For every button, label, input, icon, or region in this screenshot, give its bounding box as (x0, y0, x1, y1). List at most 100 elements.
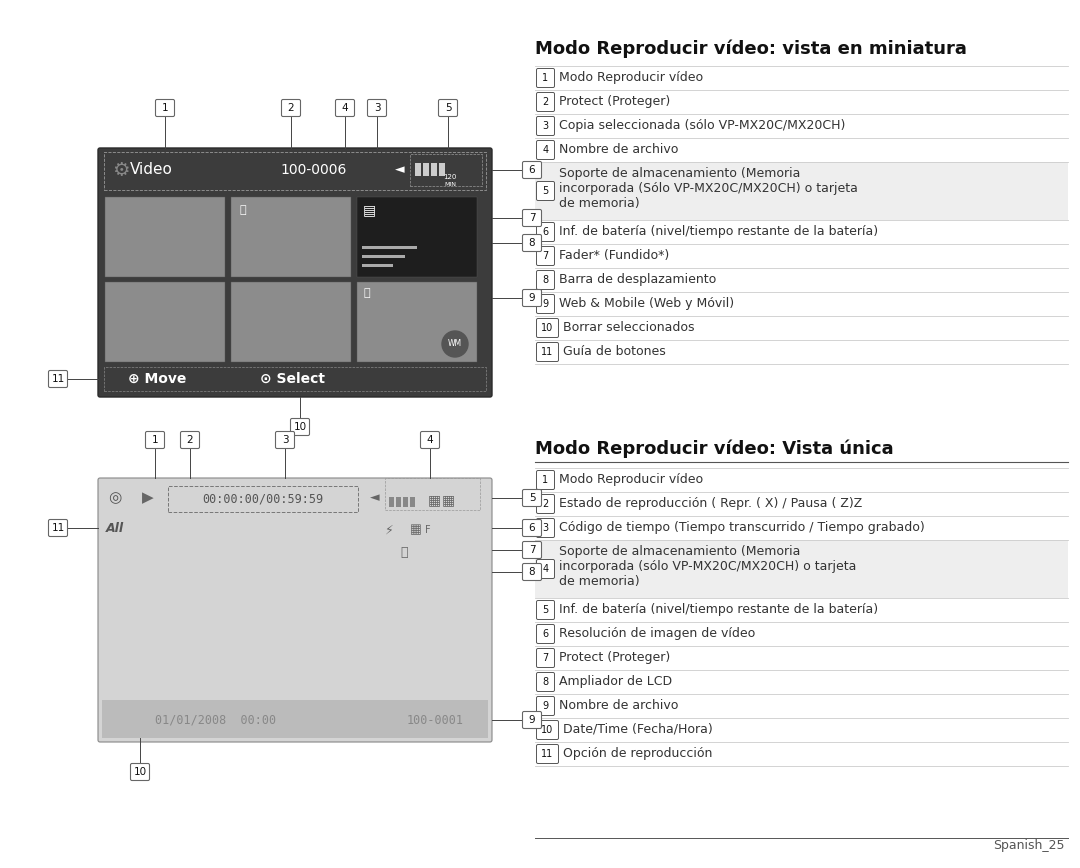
FancyBboxPatch shape (420, 431, 440, 449)
FancyBboxPatch shape (98, 148, 492, 397)
FancyBboxPatch shape (523, 563, 541, 581)
Text: 6: 6 (529, 165, 536, 175)
FancyBboxPatch shape (523, 161, 541, 179)
Text: Video: Video (130, 162, 173, 177)
Text: Web & Mobile (Web y Móvil): Web & Mobile (Web y Móvil) (559, 297, 734, 310)
Text: 5: 5 (542, 186, 549, 196)
Text: 00:00:00/00:59:59: 00:00:00/00:59:59 (202, 492, 324, 505)
FancyBboxPatch shape (537, 470, 554, 490)
Text: 5: 5 (529, 493, 536, 503)
Text: 11: 11 (52, 523, 65, 533)
FancyBboxPatch shape (537, 495, 554, 514)
FancyBboxPatch shape (523, 290, 541, 306)
Text: Guía de botones: Guía de botones (563, 345, 665, 358)
Text: ⊙ Select: ⊙ Select (260, 372, 325, 386)
Text: F: F (426, 525, 431, 535)
Text: Inf. de batería (nivel/tiempo restante de la batería): Inf. de batería (nivel/tiempo restante d… (559, 225, 878, 238)
FancyBboxPatch shape (537, 294, 554, 313)
Text: 11: 11 (541, 347, 554, 357)
FancyBboxPatch shape (537, 222, 554, 241)
Text: 8: 8 (542, 275, 549, 285)
Text: Modo Reproducir vídeo: Modo Reproducir vídeo (559, 71, 703, 84)
Text: 9: 9 (529, 293, 536, 303)
Text: 9: 9 (542, 299, 549, 309)
Text: Inf. de batería (nivel/tiempo restante de la batería): Inf. de batería (nivel/tiempo restante d… (559, 603, 878, 616)
FancyBboxPatch shape (537, 648, 554, 667)
Text: 11: 11 (541, 749, 554, 759)
Text: 10: 10 (294, 422, 307, 432)
Text: Spanish_25: Spanish_25 (994, 839, 1065, 852)
Bar (389, 497, 394, 507)
Text: Código de tiempo (Tiempo transcurrido / Tiempo grabado): Código de tiempo (Tiempo transcurrido / … (559, 521, 924, 534)
Text: 3: 3 (542, 523, 549, 533)
Text: 1: 1 (542, 73, 549, 83)
Bar (231, 282, 351, 362)
Circle shape (442, 331, 468, 357)
Text: ⚡: ⚡ (384, 523, 394, 536)
Bar (396, 497, 401, 507)
Text: Nombre de archivo: Nombre de archivo (559, 143, 678, 156)
Text: Borrar seleccionados: Borrar seleccionados (563, 321, 694, 334)
FancyBboxPatch shape (180, 431, 200, 449)
Text: 4: 4 (542, 564, 549, 574)
Text: 6: 6 (542, 629, 549, 639)
Text: 6: 6 (542, 227, 549, 237)
Text: All: All (106, 522, 124, 535)
Text: 9: 9 (542, 701, 549, 711)
FancyBboxPatch shape (523, 520, 541, 536)
FancyBboxPatch shape (523, 209, 541, 227)
FancyBboxPatch shape (523, 542, 541, 558)
Text: 10: 10 (541, 725, 554, 735)
Text: 2: 2 (287, 103, 295, 113)
Text: 8: 8 (529, 567, 536, 577)
Text: 1: 1 (151, 435, 159, 445)
Text: Resolución de imagen de vídeo: Resolución de imagen de vídeo (559, 627, 755, 640)
FancyBboxPatch shape (537, 271, 554, 290)
Text: WM: WM (448, 339, 462, 348)
Bar (410, 497, 415, 507)
Text: Nombre de archivo: Nombre de archivo (559, 699, 678, 712)
FancyBboxPatch shape (523, 712, 541, 728)
FancyBboxPatch shape (146, 431, 164, 449)
Text: ▦: ▦ (410, 523, 422, 536)
FancyBboxPatch shape (537, 720, 558, 740)
FancyBboxPatch shape (537, 745, 558, 764)
Text: 9: 9 (529, 715, 536, 725)
FancyBboxPatch shape (537, 673, 554, 692)
Text: Ampliador de LCD: Ampliador de LCD (559, 675, 672, 688)
Text: 5: 5 (445, 103, 451, 113)
FancyBboxPatch shape (49, 520, 67, 536)
Text: 2: 2 (187, 435, 193, 445)
Text: 7: 7 (529, 213, 536, 223)
Text: 100-0001: 100-0001 (406, 713, 463, 727)
FancyBboxPatch shape (523, 234, 541, 252)
FancyBboxPatch shape (537, 93, 554, 111)
Text: Estado de reproducción ( Repr. ( X) / Pausa ( Z)Z: Estado de reproducción ( Repr. ( X) / Pa… (559, 497, 862, 510)
Text: Modo Reproducir vídeo: Modo Reproducir vídeo (559, 473, 703, 486)
Text: 4: 4 (542, 145, 549, 155)
Text: ▦: ▦ (442, 493, 455, 507)
Bar (423, 163, 429, 176)
Text: 7: 7 (529, 545, 536, 555)
Bar (362, 246, 417, 249)
Text: MIN: MIN (444, 182, 456, 187)
Bar (105, 197, 225, 277)
Bar (357, 282, 477, 362)
FancyBboxPatch shape (537, 560, 554, 578)
FancyBboxPatch shape (537, 518, 554, 537)
FancyBboxPatch shape (537, 601, 554, 620)
Bar (362, 255, 405, 258)
Text: 2: 2 (542, 97, 549, 107)
Bar (403, 497, 408, 507)
FancyBboxPatch shape (537, 247, 554, 266)
Text: Date/Time (Fecha/Hora): Date/Time (Fecha/Hora) (563, 723, 713, 736)
FancyBboxPatch shape (275, 431, 295, 449)
Text: Fader* (Fundido*): Fader* (Fundido*) (559, 249, 670, 262)
FancyBboxPatch shape (438, 100, 458, 116)
FancyBboxPatch shape (537, 181, 554, 201)
Text: 1: 1 (542, 475, 549, 485)
FancyBboxPatch shape (156, 100, 175, 116)
Text: ◎: ◎ (108, 490, 121, 505)
FancyBboxPatch shape (367, 100, 387, 116)
Text: Opción de reproducción: Opción de reproducción (563, 747, 713, 760)
